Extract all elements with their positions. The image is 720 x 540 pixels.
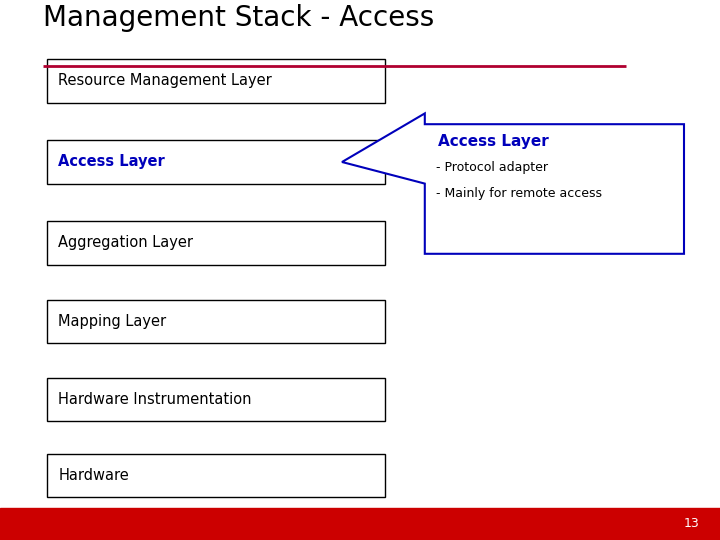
Bar xyxy=(0,508,720,540)
Bar xyxy=(47,140,385,184)
Bar xyxy=(47,300,385,343)
Text: Management Stack - Access: Management Stack - Access xyxy=(43,4,434,32)
Bar xyxy=(47,378,385,421)
Text: Access Layer: Access Layer xyxy=(438,134,549,149)
Text: 13: 13 xyxy=(684,517,700,530)
Text: Mapping Layer: Mapping Layer xyxy=(58,314,166,329)
Text: - Protocol adapter: - Protocol adapter xyxy=(436,161,548,174)
Text: Hardware Instrumentation: Hardware Instrumentation xyxy=(58,392,252,407)
Text: Aggregation Layer: Aggregation Layer xyxy=(58,235,193,251)
Text: Hardware: Hardware xyxy=(58,468,129,483)
Polygon shape xyxy=(342,113,684,254)
Bar xyxy=(47,454,385,497)
Bar xyxy=(47,59,385,103)
Bar xyxy=(47,221,385,265)
Text: Resource Management Layer: Resource Management Layer xyxy=(58,73,272,89)
Text: - Mainly for remote access: - Mainly for remote access xyxy=(436,187,602,200)
Text: Access Layer: Access Layer xyxy=(58,154,165,170)
